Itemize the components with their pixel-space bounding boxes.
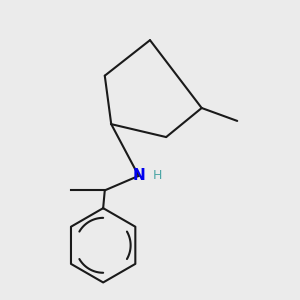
Text: H: H: [153, 169, 163, 182]
Text: N: N: [132, 168, 145, 183]
